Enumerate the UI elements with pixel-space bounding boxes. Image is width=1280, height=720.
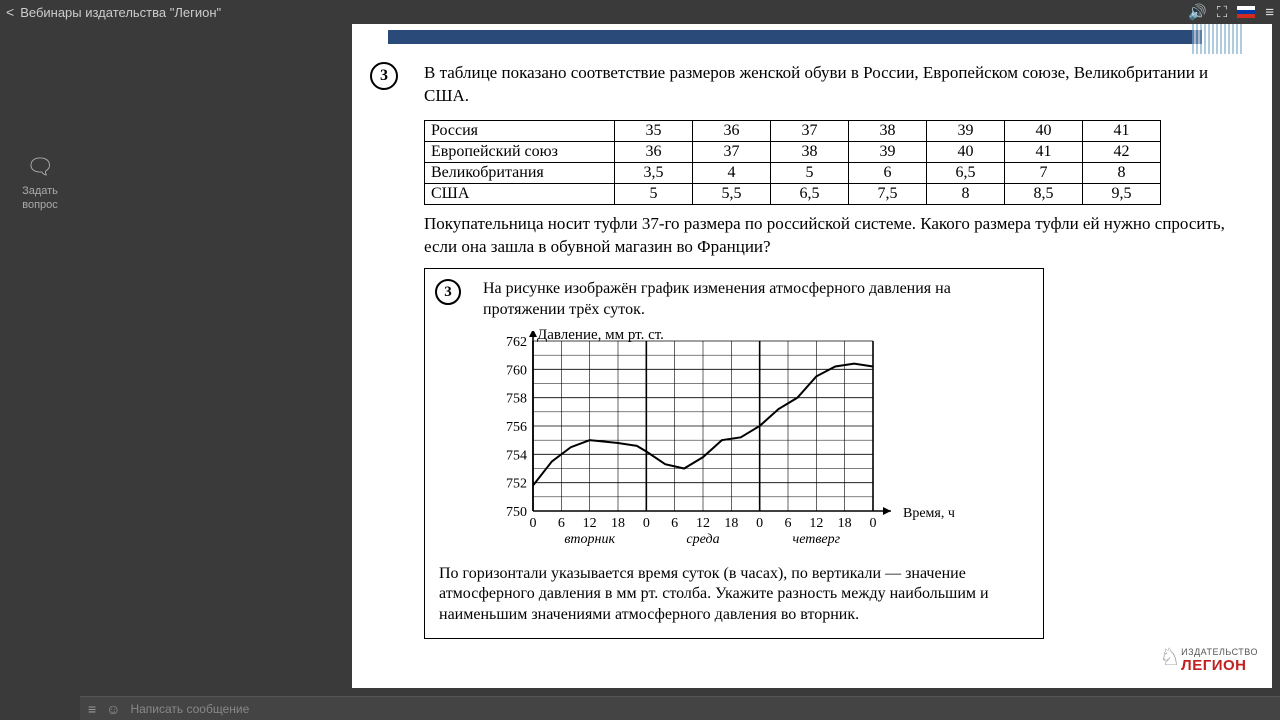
message-input[interactable] [130,702,1272,716]
logo-line2: ЛЕГИОН [1181,657,1258,674]
problem-2-text: На рисунке изображён график изменения ат… [483,279,1029,321]
flag-ru-icon[interactable] [1237,6,1255,18]
publisher-logo: ♘ ИЗДАТЕЛЬСТВО ЛЕГИОН [1181,647,1258,674]
left-sidebar: 🗨 Задать вопрос [0,24,80,704]
ask-label-1: Задать [0,184,80,198]
bottom-bar: ≡ ☺ [80,696,1280,720]
svg-text:12: 12 [809,516,823,531]
menu-icon[interactable]: ≡ [1265,4,1274,21]
svg-text:12: 12 [696,516,710,531]
svg-text:756: 756 [506,420,527,435]
list-icon[interactable]: ≡ [88,701,96,717]
logo-line1: ИЗДАТЕЛЬСТВО [1181,647,1258,657]
problem-number: 3 [370,62,398,90]
svg-text:750: 750 [506,505,527,520]
page-title: Вебинары издательства "Легион" [20,5,1188,20]
slide-header-bar [388,30,1202,44]
slide-accent [1192,24,1242,54]
svg-text:12: 12 [583,516,597,531]
main-area: 3 В таблице показано соответствие размер… [80,24,1280,696]
svg-text:0: 0 [530,516,537,531]
fullscreen-icon[interactable]: ⛶ [1217,4,1228,21]
svg-text:0: 0 [756,516,763,531]
table-row: Россия35363738394041 [425,120,1161,141]
chart-svg: 750 752 754 756 758 760 762 0 6 12 18 0 6 12 18 0 6 12 18 0… [479,331,959,551]
y-axis-label: Давление, мм рт. ст. [537,327,664,344]
svg-text:762: 762 [506,335,527,350]
volume-icon[interactable]: 🔊 [1188,3,1207,21]
problem-1-text: В таблице показано соответствие размеров… [424,62,1254,108]
svg-text:6: 6 [671,516,678,531]
ask-question-button[interactable]: 🗨 Задать вопрос [0,154,80,213]
svg-text:вторник: вторник [564,532,615,547]
problem-2-footer: По горизонтали указывается время суток (… [439,564,1029,626]
slide: 3 В таблице показано соответствие размер… [352,24,1272,688]
share-icon[interactable]: < [6,4,14,20]
problem-1-question: Покупательница носит туфли 37-го размера… [424,213,1254,259]
svg-text:752: 752 [506,476,527,491]
svg-text:18: 18 [838,516,852,531]
table-row: Великобритания3,54566,578 [425,162,1161,183]
shoe-size-table: Россия35363738394041Европейский союз3637… [424,120,1161,205]
svg-text:0: 0 [643,516,650,531]
table-row: Европейский союз36373839404142 [425,141,1161,162]
question-icon: 🗨 [0,154,80,180]
problem-1: 3 В таблице показано соответствие размер… [370,62,1254,259]
top-bar: < Вебинары издательства "Легион" 🔊 ⛶ ≡ [0,0,1280,24]
horse-icon: ♘ [1159,643,1181,672]
svg-text:6: 6 [558,516,565,531]
emoji-icon[interactable]: ☺ [106,701,120,717]
ask-label-2: вопрос [0,198,80,212]
table-row: США55,56,57,588,59,5 [425,183,1161,204]
problem-2-number: 3 [435,279,461,305]
svg-text:18: 18 [611,516,625,531]
svg-text:среда: среда [686,532,719,547]
svg-text:18: 18 [724,516,738,531]
svg-text:754: 754 [506,448,527,463]
svg-text:758: 758 [506,391,527,406]
svg-text:760: 760 [506,363,527,378]
problem-2-box: 3 На рисунке изображён график изменения … [424,268,1044,639]
svg-text:четверг: четверг [793,532,841,547]
svg-text:6: 6 [785,516,792,531]
svg-text:Время, ч: Время, ч [903,506,955,521]
svg-text:0: 0 [870,516,877,531]
pressure-chart: Давление, мм рт. ст. 7507527547567587607… [479,331,1029,556]
